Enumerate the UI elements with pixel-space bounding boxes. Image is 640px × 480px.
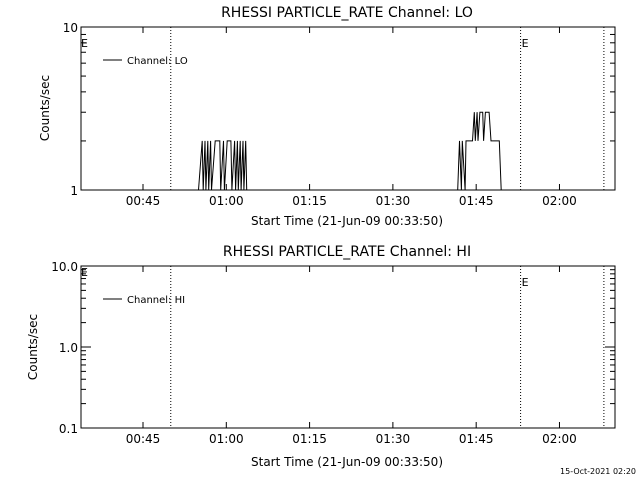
footer-timestamp: 15-Oct-2021 02:20 (560, 467, 636, 476)
chart-title: RHESSI PARTICLE_RATE Channel: HI (223, 244, 471, 260)
x-tick-label: 00:45 (126, 432, 161, 446)
x-tick-label: 01:45 (459, 194, 494, 208)
y-tick-label: 1 (70, 184, 78, 198)
panel-hi: RHESSI PARTICLE_RATE Channel: HI Counts/… (26, 244, 616, 469)
plot-frame (80, 265, 616, 429)
event-marker-label: E (522, 37, 529, 50)
y-tick-label: 10.0 (51, 260, 78, 274)
start-marker-label: E (81, 266, 88, 279)
x-tick-label: 01:15 (292, 194, 327, 208)
plot-frame (80, 26, 616, 191)
x-tick-label: 01:15 (292, 432, 327, 446)
y-axis-label: Counts/sec (26, 314, 40, 380)
x-axis-label: Start Time (21-Jun-09 00:33:50) (251, 214, 443, 228)
series-line (81, 111, 615, 191)
x-tick-label: 02:00 (542, 432, 577, 446)
x-tick-label: 00:45 (126, 194, 161, 208)
x-axis-label: Start Time (21-Jun-09 00:33:50) (251, 455, 443, 469)
panel-lo: RHESSI PARTICLE_RATE Channel: LO Counts/… (38, 5, 616, 228)
chart-title: RHESSI PARTICLE_RATE Channel: LO (221, 5, 473, 21)
x-tick-label: 01:30 (376, 194, 411, 208)
x-tick-label: 01:45 (459, 432, 494, 446)
legend-entry: Channel: LO (127, 56, 188, 67)
x-tick-label: 01:00 (209, 194, 244, 208)
x-tick-label: 01:30 (376, 432, 411, 446)
legend-entry: Channel: HI (127, 295, 185, 306)
y-tick-label: 10 (63, 21, 78, 35)
event-marker-label: E (522, 276, 529, 289)
y-tick-label: 1.0 (59, 341, 78, 355)
y-tick-label: 0.1 (59, 422, 78, 436)
x-tick-label: 02:00 (542, 194, 577, 208)
start-marker-label: E (81, 37, 88, 50)
x-tick-label: 01:00 (209, 432, 244, 446)
dynamic-layer: 00:45 01:00 01:15 01:30 01:45 02:00 0.1 1.0 10.0… (51, 260, 615, 446)
y-axis-label: Counts/sec (38, 75, 52, 141)
